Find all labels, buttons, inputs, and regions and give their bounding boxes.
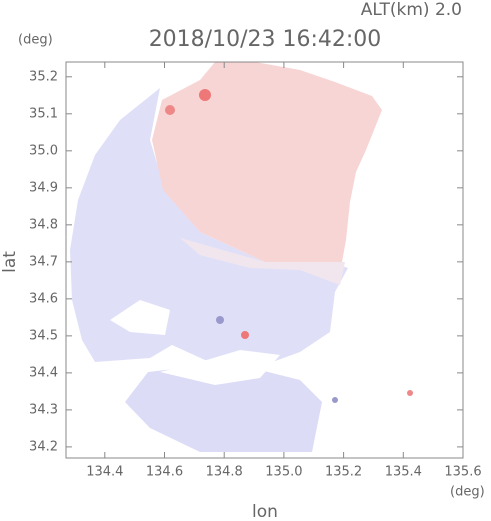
x-tick-label: 134.6: [146, 465, 183, 480]
y-tick-label: 34.5: [29, 328, 58, 343]
x-tick-label: 134.4: [86, 465, 123, 480]
x-tick-label: 135.2: [325, 465, 362, 480]
x-unit: (deg): [450, 485, 485, 500]
subtitle: ALT(km) 2.0: [361, 0, 462, 20]
y-tick-label: 34.9: [29, 180, 58, 195]
y-tick-label: 34.8: [29, 217, 58, 232]
y-tick-label: 34.2: [29, 439, 58, 454]
y-tick-label: 34.4: [29, 365, 58, 380]
y-tick-label: 35.0: [29, 143, 58, 158]
plot-frame: [65, 61, 464, 459]
y-axis-label: lat: [0, 251, 20, 273]
chart-title: 2018/10/23 16:42:00: [149, 27, 382, 52]
y-tick-label: 34.6: [29, 291, 58, 306]
y-unit: (deg): [18, 33, 53, 48]
x-tick-label: 135.4: [385, 465, 422, 480]
y-tick-label: 35.1: [29, 106, 58, 121]
x-tick-label: 134.8: [206, 465, 243, 480]
y-tick-label: 34.7: [29, 254, 58, 269]
radar-field: [70, 62, 413, 452]
y-tick-label: 35.2: [29, 69, 58, 84]
x-tick-label: 135.0: [265, 465, 302, 480]
y-tick-label: 34.3: [29, 402, 58, 417]
x-tick-label: 135.6: [444, 465, 481, 480]
x-axis-label: lon: [252, 502, 278, 521]
